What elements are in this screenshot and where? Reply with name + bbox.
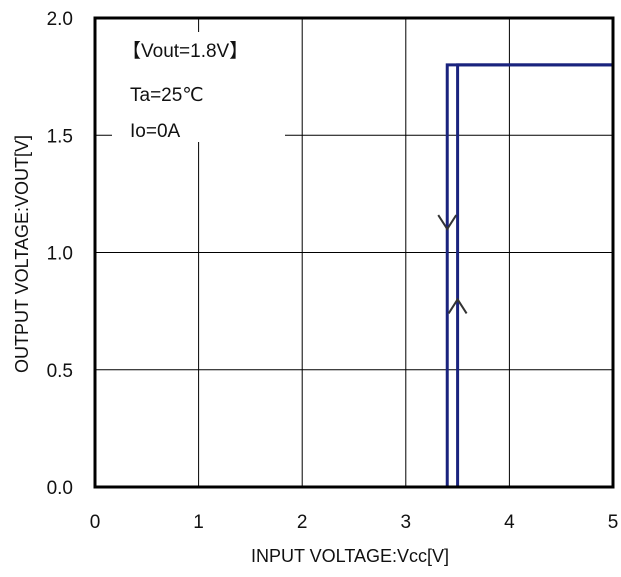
arrow-up-icon [447,297,468,314]
annotation-box [112,32,285,142]
x-tick-labels: 0 1 2 3 4 5 [90,512,619,533]
y-axis-label: OUTPUT VOLTAGE:VOUT[V] [12,135,32,373]
annotation-vout: 【Vout=1.8V】 [122,40,248,62]
x-tick-label: 1 [193,512,204,533]
arrow-down-icon [437,214,458,231]
y-tick-label: 2.0 [47,9,73,30]
y-tick-label: 0.5 [47,361,73,382]
x-tick-label: 4 [504,512,515,533]
arrow-group [437,214,468,314]
plot-frame [93,16,615,489]
y-tick-label: 0.0 [47,478,73,499]
x-tick-label: 2 [297,512,308,533]
x-tick-label: 0 [90,512,101,533]
x-tick-label: 3 [401,512,412,533]
y-tick-labels: 0.0 0.5 1.0 1.5 2.0 [47,9,73,499]
annotation-io: Io=0A [130,121,181,142]
x-axis-label: INPUT VOLTAGE:Vcc[V] [251,546,449,566]
y-tick-label: 1.0 [47,244,73,265]
annotation-ta: Ta=25℃ [130,85,204,106]
y-tick-label: 1.5 [47,126,73,147]
x-tick-label: 5 [608,512,619,533]
